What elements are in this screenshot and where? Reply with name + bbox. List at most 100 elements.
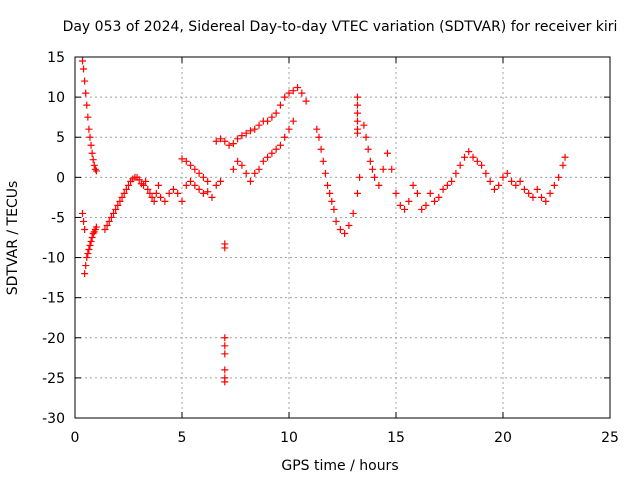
series-early-low: [78, 209, 100, 278]
data-point: [86, 133, 94, 141]
data-point: [353, 117, 361, 125]
data-point: [150, 197, 158, 205]
data-point: [353, 129, 361, 137]
data-point: [520, 185, 528, 193]
data-point: [285, 125, 293, 133]
data-point: [353, 101, 361, 109]
data-point: [187, 177, 195, 185]
data-point: [478, 161, 486, 169]
data-point: [246, 177, 254, 185]
data-point: [114, 201, 122, 209]
data-point: [217, 177, 225, 185]
data-point: [375, 181, 383, 189]
data-point: [439, 185, 447, 193]
data-point: [431, 197, 439, 205]
data-point: [336, 225, 344, 233]
data-point: [413, 189, 421, 197]
data-point: [341, 229, 349, 237]
data-point: [281, 133, 289, 141]
data-point: [345, 221, 353, 229]
data-point: [276, 101, 284, 109]
series-outlier-7h: [221, 240, 229, 386]
data-point: [396, 201, 404, 209]
data-point: [281, 93, 289, 101]
data-point: [182, 157, 190, 165]
data-point: [330, 205, 338, 213]
data-point: [332, 217, 340, 225]
data-point: [101, 225, 109, 233]
plot-frame: [74, 56, 611, 419]
data-point: [142, 177, 150, 185]
data-point: [251, 125, 259, 133]
data-point: [78, 209, 86, 217]
data-point: [103, 221, 111, 229]
data-point: [559, 161, 567, 169]
data-point: [360, 121, 368, 129]
x-tick-label: 15: [387, 430, 405, 446]
data-point: [221, 378, 229, 386]
data-point: [268, 149, 276, 157]
data-point: [204, 188, 212, 196]
data-point: [452, 169, 460, 177]
data-point: [289, 117, 297, 125]
data-point: [289, 87, 297, 95]
data-point: [353, 189, 361, 197]
data-point: [105, 217, 113, 225]
data-point: [529, 193, 537, 201]
data-point: [118, 193, 126, 201]
data-point: [456, 161, 464, 169]
data-point: [317, 145, 325, 153]
data-point: [84, 250, 92, 258]
data-point: [148, 193, 156, 201]
data-point: [302, 97, 310, 105]
x-tick-label: 5: [178, 430, 187, 446]
series-midday: [178, 83, 310, 185]
data-point: [272, 145, 280, 153]
y-tick-label: -5: [51, 210, 65, 226]
data-point: [229, 165, 237, 173]
x-axis-title: GPS time / hours: [281, 458, 398, 474]
data-point: [242, 169, 250, 177]
data-point: [242, 129, 250, 137]
data-point: [319, 157, 327, 165]
data-point: [165, 189, 173, 197]
data-point: [82, 262, 90, 270]
data-point: [405, 197, 413, 205]
data-point: [178, 155, 186, 163]
data-point: [499, 173, 507, 181]
y-tick-label: -30: [42, 411, 65, 427]
data-point: [191, 165, 199, 173]
data-point: [87, 141, 95, 149]
data-point: [178, 197, 186, 205]
y-tick-label: 15: [47, 50, 65, 66]
data-point: [82, 89, 90, 97]
data-point: [217, 135, 225, 143]
data-point: [503, 169, 511, 177]
data-point: [195, 185, 203, 193]
data-point: [251, 169, 259, 177]
data-point: [169, 185, 177, 193]
data-point: [89, 229, 97, 237]
data-point: [392, 189, 400, 197]
data-point: [135, 176, 143, 184]
x-tick-label: 25: [601, 430, 619, 446]
data-point: [212, 137, 220, 145]
data-point: [80, 217, 88, 225]
data-point: [264, 117, 272, 125]
data-point: [81, 77, 89, 85]
grid: [75, 57, 610, 418]
data-point: [353, 109, 361, 117]
data-point: [516, 177, 524, 185]
data-point: [221, 342, 229, 350]
chart-title: Day 053 of 2024, Sidereal Day-to-day VTE…: [63, 19, 618, 35]
data-point: [486, 177, 494, 185]
data-point: [460, 153, 468, 161]
data-point: [326, 189, 334, 197]
data-point: [92, 167, 100, 175]
series-morning-rise: [101, 173, 225, 233]
data-point: [259, 157, 267, 165]
data-point: [388, 165, 396, 173]
data-point: [199, 189, 207, 197]
data-point: [221, 244, 229, 252]
data-point: [208, 193, 216, 201]
